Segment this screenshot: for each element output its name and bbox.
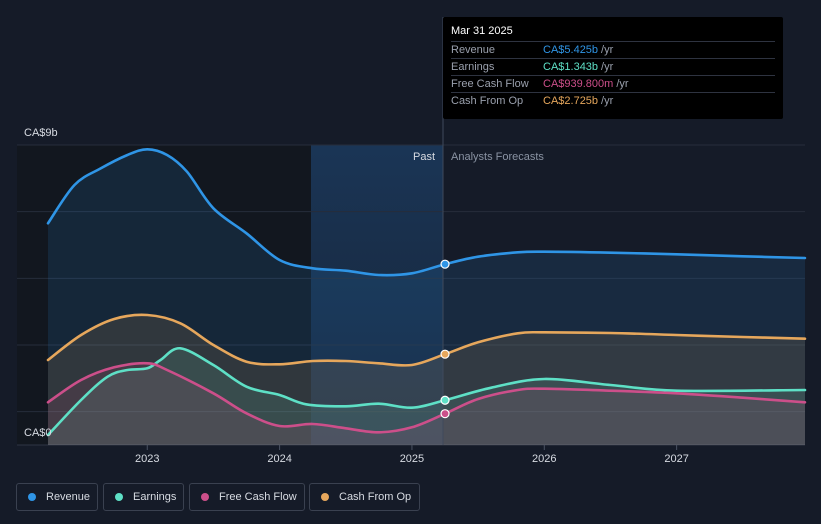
tooltip-row-cash-from-op: Cash From Op CA$2.725b/yr	[451, 92, 775, 110]
tooltip-label: Cash From Op	[451, 95, 524, 107]
legend-dot-icon	[321, 493, 329, 501]
x-tick-label: 2025	[400, 453, 424, 465]
tooltip-value: CA$939.800m/yr	[543, 78, 629, 90]
line-cash-from-op	[46, 313, 807, 367]
line-revenue	[46, 148, 807, 277]
tooltip-unit: /yr	[601, 44, 614, 56]
tooltip-amount: CA$939.800m	[543, 78, 614, 90]
tooltip-amount: CA$5.425b	[543, 44, 599, 56]
marker-earnings	[440, 395, 450, 405]
marker-revenue	[440, 259, 450, 269]
tooltip-amount: CA$1.343b	[543, 61, 599, 73]
tooltip-unit: /yr	[601, 61, 614, 73]
area-free-cash-flow	[48, 363, 805, 445]
legend-dot-icon	[201, 493, 209, 501]
tooltip-label: Earnings	[451, 61, 495, 73]
legend-item-free-cash-flow[interactable]: Free Cash Flow	[189, 483, 305, 511]
legend-dot-icon	[115, 493, 123, 501]
past-label: Past	[413, 151, 435, 163]
tooltip-row-free-cash-flow: Free Cash Flow CA$939.800m/yr	[451, 75, 775, 93]
area-revenue	[48, 149, 805, 446]
line-earnings	[46, 346, 807, 437]
tooltip-label: Free Cash Flow	[451, 78, 529, 90]
tooltip-value: CA$1.343b/yr	[543, 61, 613, 73]
legend-item-cash-from-op[interactable]: Cash From Op	[309, 483, 420, 511]
tooltip: Mar 31 2025 Revenue CA$5.425b/yr Earning…	[443, 17, 783, 119]
legend-label: Free Cash Flow	[219, 491, 297, 503]
tooltip-value: CA$2.725b/yr	[543, 95, 613, 107]
legend-label: Cash From Op	[339, 491, 412, 503]
tooltip-date: Mar 31 2025	[451, 25, 513, 37]
y-axis-top-label: CA$9b	[24, 127, 58, 139]
area-earnings	[48, 348, 805, 445]
x-tick-label: 2026	[532, 453, 556, 465]
legend-label: Earnings	[133, 491, 177, 503]
past-highlight	[311, 145, 443, 445]
x-tick-label: 2023	[135, 453, 159, 465]
x-tick-label: 2024	[267, 453, 291, 465]
tooltip-unit: /yr	[616, 78, 629, 90]
tooltip-row-earnings: Earnings CA$1.343b/yr	[451, 58, 775, 76]
area-cash-from-op	[48, 314, 805, 445]
legend-dot-icon	[28, 493, 36, 501]
legend-item-earnings[interactable]: Earnings	[103, 483, 184, 511]
line-free-cash-flow	[46, 361, 807, 434]
tooltip-label: Revenue	[451, 44, 496, 56]
legend-item-revenue[interactable]: Revenue	[16, 483, 98, 511]
tooltip-row-revenue: Revenue CA$5.425b/yr	[451, 41, 775, 59]
legend-label: Revenue	[46, 491, 91, 503]
y-axis-bottom-label: CA$0	[24, 427, 52, 439]
tooltip-amount: CA$2.725b	[543, 95, 599, 107]
tooltip-unit: /yr	[601, 95, 614, 107]
x-tick-label: 2027	[664, 453, 688, 465]
marker-free-cash-flow	[440, 409, 450, 419]
marker-cash-from-op	[440, 349, 450, 359]
forecast-label: Analysts Forecasts	[451, 151, 544, 163]
tooltip-value: CA$5.425b/yr	[543, 44, 613, 56]
